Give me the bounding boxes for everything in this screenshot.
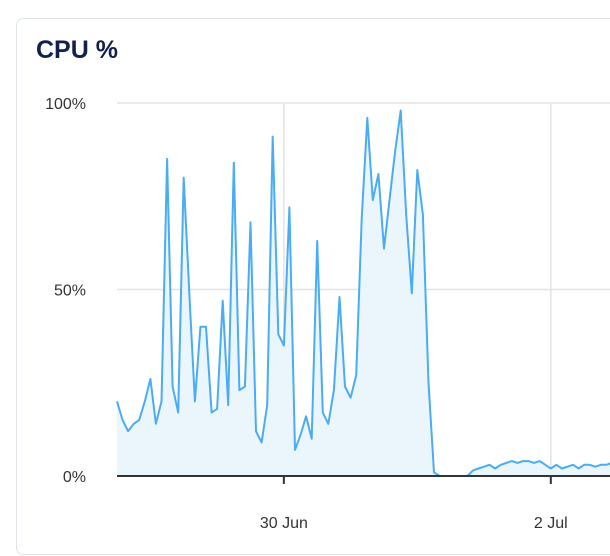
chart-title: CPU % (36, 36, 118, 64)
y-tick-label: 0% (63, 469, 86, 486)
y-tick-label: 50% (54, 283, 86, 300)
x-tick-label: 30 Jun (260, 515, 308, 532)
cpu-series-line (116, 109, 610, 477)
x-tick-label: 2 Jul (534, 515, 568, 532)
y-tick-label: 100% (45, 96, 86, 113)
cpu-area-fill (117, 110, 610, 476)
